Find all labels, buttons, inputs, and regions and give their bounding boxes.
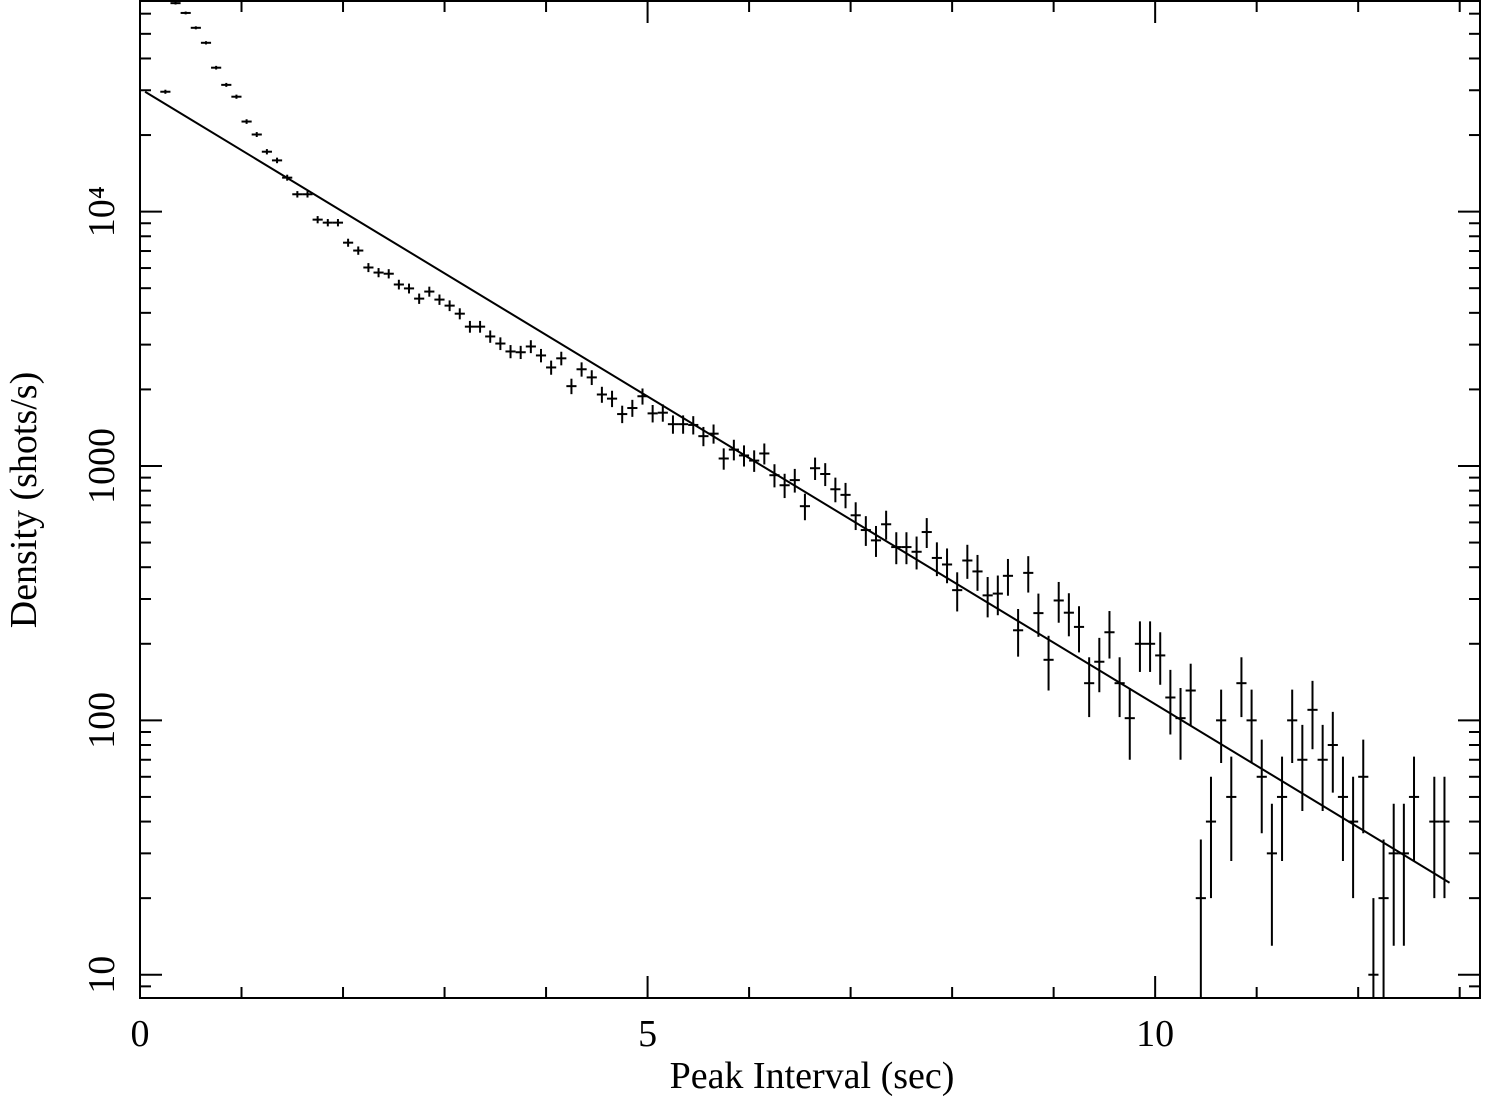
fit-line <box>144 90 1451 884</box>
y-axis-title: Density (shots/s) <box>3 372 45 629</box>
x-tick-label: 0 <box>131 1013 150 1055</box>
plot-area <box>144 1 1451 998</box>
plot-frame <box>139 0 1481 999</box>
y-tick-label: 10 <box>81 956 123 994</box>
y-tick-label: 100 <box>81 692 123 749</box>
x-axis-title: Peak Interval (sec) <box>670 1055 955 1097</box>
x-tick-label: 10 <box>1136 1013 1174 1055</box>
y-tick-label: 1000 <box>81 428 123 504</box>
y-tick-label: 10⁴ <box>81 186 123 237</box>
x-tick-label: 5 <box>638 1013 657 1055</box>
